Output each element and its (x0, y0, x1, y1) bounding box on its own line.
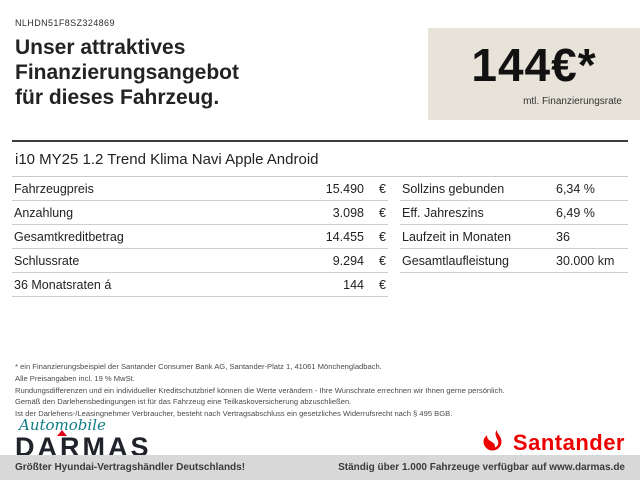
row-value: 14.455 (325, 229, 364, 244)
table-row: 36 Monatsraten á 144 € (12, 273, 388, 297)
offer-headline: Unser attraktives Finanzierungsangebot f… (15, 36, 415, 110)
offer-headline-line1: Unser attraktives Finanzierungsangebot (15, 36, 240, 84)
darmas-red-accent-icon (57, 430, 67, 436)
bottom-bar-right-text: Ständig über 1.000 Fahrzeuge verfügbar a… (338, 462, 625, 473)
row-label: Eff. Jahreszins (402, 205, 484, 220)
table-row: Schlussrate 9.294 € (12, 249, 388, 273)
table-row: Gesamtlaufleistung 30.000 km (400, 249, 628, 273)
table-row: Gesamtkreditbetrag 14.455 € (12, 225, 388, 249)
row-value: 9.294 (332, 253, 364, 268)
finance-table-left: Fahrzeugpreis 15.490 € Anzahlung 3.098 €… (12, 177, 388, 297)
fine-print-line: Rundungsdifferenzen und ein individuelle… (15, 385, 505, 395)
table-row: Eff. Jahreszins 6,49 % (400, 201, 628, 225)
bottom-bar: Größter Hyundai-Vertragshändler Deutschl… (0, 455, 640, 480)
title-divider (12, 176, 628, 177)
row-unit: € (379, 277, 386, 292)
offer-headline-line2: für dieses Fahrzeug. (15, 85, 220, 109)
row-value: 6,49 % (556, 205, 595, 220)
row-label: Anzahlung (14, 205, 74, 220)
row-value: 6,34 % (556, 181, 595, 196)
row-value: 36 (556, 229, 570, 244)
row-value: 15.490 (325, 181, 364, 196)
row-unit: € (379, 181, 386, 196)
row-label: Schlussrate (14, 253, 80, 268)
row-value: 30.000 km (556, 253, 615, 268)
monthly-rate-box: 144€* mtl. Finanzierungsrate (428, 28, 640, 120)
row-unit: € (379, 205, 386, 220)
santander-logo: Santander (479, 430, 625, 456)
santander-flame-icon (483, 430, 502, 451)
table-row: Laufzeit in Monaten 36 (400, 225, 628, 249)
fine-print-line: Gemäß den Darlehensbedingungen ist für d… (15, 397, 352, 407)
santander-logo-text: Santander (512, 430, 625, 455)
monthly-rate-value: 144€* (471, 38, 597, 91)
vin-number: NLHDN51F8SZ324869 (15, 18, 115, 28)
fine-print-line: Alle Preisangaben incl. 19 % MwSt. (15, 373, 135, 383)
row-value: 144 (343, 277, 364, 292)
row-label: Gesamtkreditbetrag (14, 229, 124, 244)
vehicle-title: i10 MY25 1.2 Trend Klima Navi Apple Andr… (15, 151, 319, 168)
fine-print-line: Ist der Darlehens-/Leasingnehmer Verbrau… (15, 409, 453, 419)
bottom-bar-left-text: Größter Hyundai-Vertragshändler Deutschl… (15, 462, 246, 473)
row-value: 3.098 (332, 205, 364, 220)
fine-print-line: * ein Finanzierungsbeispiel der Santande… (15, 362, 382, 371)
row-label: Gesamtlaufleistung (402, 253, 510, 268)
table-row: Sollzins gebunden 6,34 % (400, 177, 628, 201)
row-label: Sollzins gebunden (402, 181, 505, 196)
table-row: Fahrzeugpreis 15.490 € (12, 177, 388, 201)
fine-print: * ein Finanzierungsbeispiel der Santande… (15, 361, 625, 420)
row-label: Laufzeit in Monaten (402, 229, 512, 244)
table-row: Anzahlung 3.098 € (12, 201, 388, 225)
finance-table-right: Sollzins gebunden 6,34 % Eff. Jahreszins… (400, 177, 628, 273)
row-label: Fahrzeugpreis (14, 181, 94, 196)
header-divider (12, 140, 628, 142)
darmas-logo-script: Automobile (19, 416, 106, 434)
row-unit: € (379, 253, 386, 268)
row-label: 36 Monatsraten á (14, 277, 112, 292)
monthly-rate-caption: mtl. Finanzierungsrate (523, 95, 622, 107)
row-unit: € (379, 229, 386, 244)
